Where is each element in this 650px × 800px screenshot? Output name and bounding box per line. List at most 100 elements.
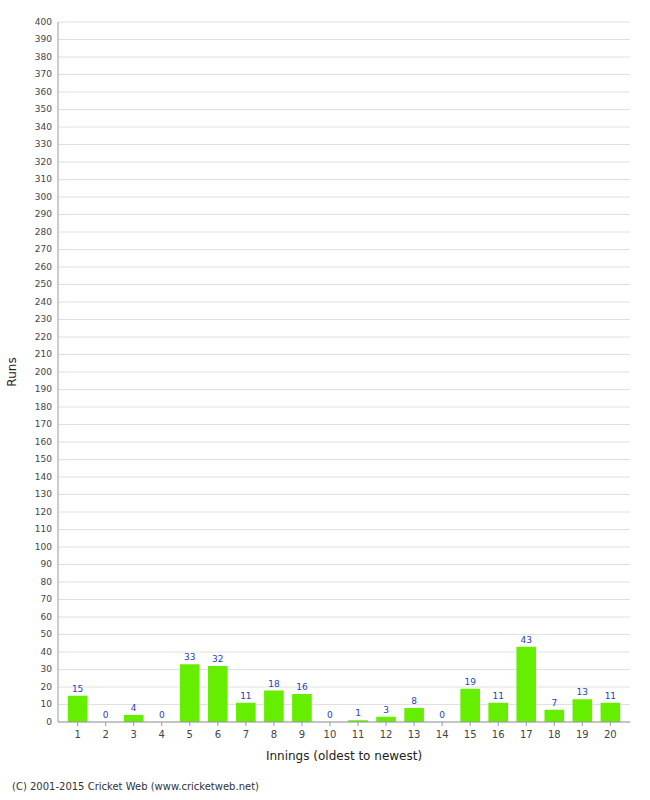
data-label: 1 [355, 708, 361, 718]
y-tick-label: 240 [35, 297, 52, 307]
y-tick-label: 300 [35, 192, 52, 202]
data-label: 7 [551, 698, 557, 708]
data-label: 19 [464, 677, 476, 687]
x-tick-label: 20 [604, 729, 617, 740]
grid-line [58, 529, 630, 530]
grid-line [58, 634, 630, 635]
grid [58, 22, 630, 722]
x-axis-label: Innings (oldest to newest) [266, 749, 422, 763]
x-tick [273, 722, 274, 726]
x-tick-label: 15 [464, 729, 477, 740]
y-tick-label: 390 [35, 34, 52, 44]
y-tick-label: 10 [41, 699, 53, 709]
grid-line [58, 22, 630, 23]
grid-line [58, 407, 630, 408]
data-label: 16 [296, 682, 308, 692]
x-tick-label: 11 [352, 729, 365, 740]
grid-line [58, 687, 630, 688]
x-tick [526, 722, 527, 726]
y-tick-label: 260 [35, 262, 52, 272]
x-tick-label: 12 [380, 729, 393, 740]
y-tick-label: 180 [35, 402, 52, 412]
y-axis-label: Runs [5, 357, 19, 386]
x-tick-label: 4 [159, 729, 165, 740]
y-tick-label: 90 [41, 559, 53, 569]
y-tick-label: 370 [35, 69, 52, 79]
x-tick [386, 722, 387, 726]
x-tick [105, 722, 106, 726]
x-tick-label: 5 [187, 729, 193, 740]
y-tick-label: 220 [35, 332, 52, 342]
data-label: 4 [131, 703, 137, 713]
y-tick-label: 120 [35, 507, 52, 517]
grid-line [58, 494, 630, 495]
grid-line [58, 617, 630, 618]
data-label: 13 [577, 687, 588, 697]
x-tick-label: 7 [243, 729, 249, 740]
data-label: 11 [492, 691, 503, 701]
x-tick [358, 722, 359, 726]
x-tick-label: 18 [548, 729, 561, 740]
data-label: 11 [605, 691, 616, 701]
bar [180, 664, 200, 722]
x-tick [554, 722, 555, 726]
bar [376, 717, 396, 722]
y-tick-label: 30 [41, 664, 53, 674]
footer: (C) 2001-2015 Cricket Web (www.cricketwe… [12, 781, 259, 792]
background [0, 0, 650, 800]
y-tick-label: 350 [35, 104, 52, 114]
x-tick-label: 10 [324, 729, 337, 740]
y-tick-label: 0 [46, 717, 52, 727]
data-label: 8 [411, 696, 417, 706]
grid-line [58, 74, 630, 75]
x-tick-label: 16 [492, 729, 505, 740]
data-label: 3 [383, 705, 389, 715]
y-tick-label: 60 [41, 612, 53, 622]
data-label: 0 [327, 710, 333, 720]
grid-line [58, 319, 630, 320]
y-tick-label: 50 [41, 629, 53, 639]
data-label: 15 [72, 684, 83, 694]
y-tick-label: 190 [35, 384, 52, 394]
bar [264, 691, 284, 723]
data-labels: 1504033321118160138019114371311 [72, 635, 616, 720]
x-tick-label: 1 [74, 729, 80, 740]
data-label: 32 [212, 654, 223, 664]
grid-line [58, 39, 630, 40]
grid-line [58, 424, 630, 425]
bar [292, 694, 312, 722]
y-tick-label: 100 [35, 542, 52, 552]
grid-line [58, 162, 630, 163]
x-tick-label: 19 [576, 729, 589, 740]
y-tick-label: 170 [35, 419, 52, 429]
bar [460, 689, 480, 722]
y-tick-label: 310 [35, 174, 52, 184]
x-tick [77, 722, 78, 726]
grid-line [58, 442, 630, 443]
grid-line [58, 57, 630, 58]
x-tick-label: 9 [299, 729, 305, 740]
y-tick-label: 40 [41, 647, 53, 657]
x-tick-label: 8 [271, 729, 277, 740]
y-tick-label: 290 [35, 209, 52, 219]
bar [544, 710, 564, 722]
y-tick-label: 200 [35, 367, 52, 377]
data-label: 43 [521, 635, 532, 645]
grid-line [58, 144, 630, 145]
x-tick-label: 6 [215, 729, 221, 740]
grid-line [58, 214, 630, 215]
grid-line [58, 232, 630, 233]
grid-line [58, 722, 630, 723]
data-label: 0 [439, 710, 445, 720]
grid-line [58, 459, 630, 460]
x-tick [217, 722, 218, 726]
y-tick-label: 280 [35, 227, 52, 237]
y-tick-label: 210 [35, 349, 52, 359]
grid-line [58, 652, 630, 653]
y-tick-label: 70 [41, 594, 53, 604]
x-tick [582, 722, 583, 726]
grid-line [58, 564, 630, 565]
grid-line [58, 179, 630, 180]
chart: 0102030405060708090100110120130140150160… [0, 0, 650, 800]
y-tick-label: 20 [41, 682, 53, 692]
